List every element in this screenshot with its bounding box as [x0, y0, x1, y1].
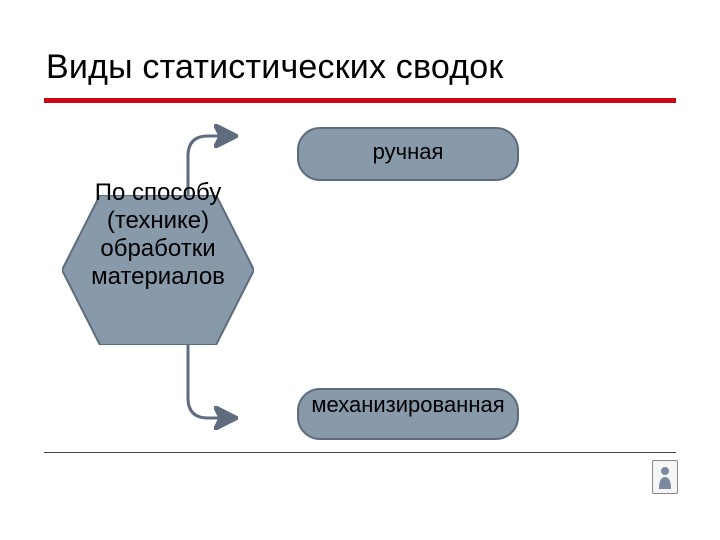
child-node-manual-label: ручная — [373, 140, 444, 164]
root-node-label: По способу (технике) обработки материало… — [62, 179, 254, 291]
page-title: Виды статистических сводок — [46, 48, 503, 87]
footer-logo-icon — [652, 460, 678, 494]
connector-to-mechanized — [188, 338, 232, 418]
root-node: По способу (технике) обработки материало… — [62, 195, 254, 345]
slide: Виды статистических сводок По способу (т… — [0, 0, 720, 540]
child-node-mechanized: механизированная — [297, 388, 519, 440]
child-node-mechanized-label: механизированная — [311, 393, 504, 417]
title-underline — [44, 98, 676, 103]
child-node-manual: ручная — [297, 127, 519, 181]
footer-divider — [44, 452, 676, 453]
